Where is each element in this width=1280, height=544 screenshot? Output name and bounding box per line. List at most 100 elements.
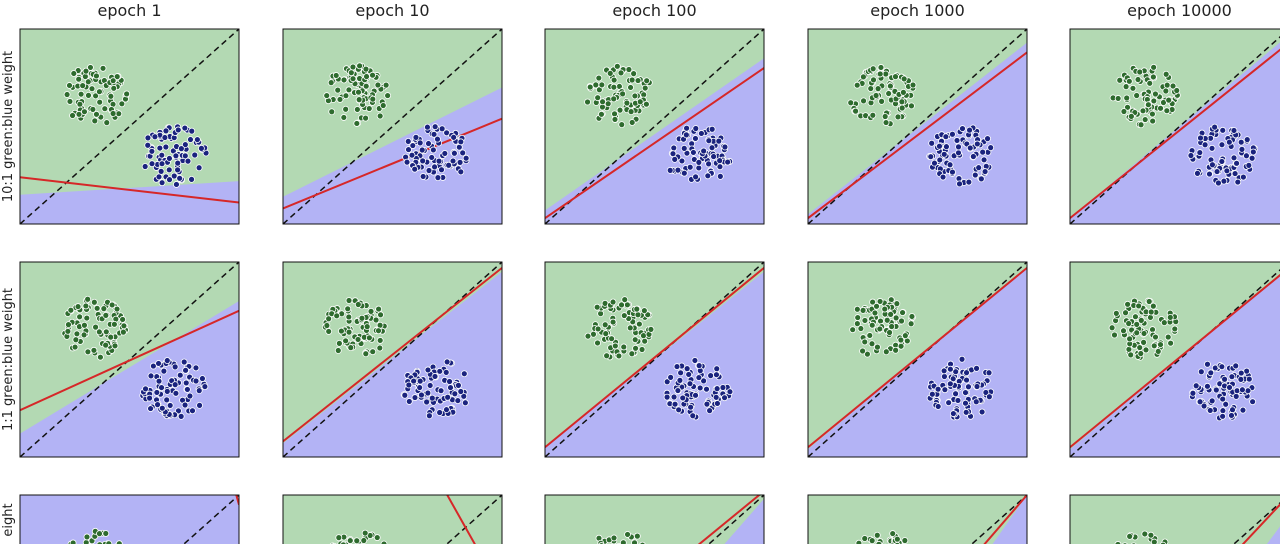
point	[405, 146, 412, 153]
point	[1228, 412, 1235, 419]
point	[375, 305, 383, 313]
column-title: epoch 1000	[870, 1, 965, 20]
point	[724, 158, 732, 166]
point	[96, 541, 104, 544]
point	[171, 381, 179, 389]
green-region	[283, 495, 502, 544]
point	[966, 126, 973, 134]
point	[196, 401, 203, 409]
point	[405, 381, 413, 389]
point	[428, 154, 436, 161]
point	[199, 375, 206, 382]
point	[1204, 382, 1211, 390]
point	[613, 62, 621, 70]
point	[90, 346, 98, 354]
point	[618, 301, 625, 309]
point	[859, 347, 866, 355]
point	[404, 138, 412, 145]
point	[1149, 110, 1156, 118]
point	[716, 172, 724, 180]
point	[956, 180, 963, 188]
point	[698, 130, 705, 137]
point	[1189, 389, 1197, 397]
point	[409, 142, 417, 149]
point	[438, 125, 446, 133]
point	[384, 92, 392, 99]
blue-region	[20, 301, 239, 457]
row-label: eight	[1, 503, 16, 536]
point	[184, 157, 192, 165]
point	[1167, 339, 1175, 347]
point	[1133, 320, 1141, 328]
point	[187, 136, 194, 143]
point	[1133, 92, 1141, 99]
point	[620, 343, 628, 351]
point	[1228, 373, 1236, 381]
point	[981, 168, 989, 175]
point	[109, 110, 117, 117]
point	[142, 385, 149, 393]
point	[362, 114, 369, 122]
point	[412, 133, 420, 141]
point	[445, 161, 453, 169]
point	[882, 70, 890, 78]
point	[954, 397, 962, 404]
point	[692, 135, 699, 142]
decision-line	[808, 267, 1027, 449]
point	[695, 164, 703, 172]
panel-frame	[282, 261, 503, 458]
point	[881, 113, 889, 120]
point	[123, 90, 131, 98]
point	[633, 532, 641, 540]
point	[64, 327, 72, 335]
point	[1244, 387, 1252, 395]
point	[153, 389, 161, 396]
point	[192, 377, 200, 385]
point	[74, 303, 82, 310]
point	[592, 81, 600, 89]
point	[946, 365, 954, 373]
point	[628, 350, 636, 358]
point	[347, 344, 355, 352]
point	[955, 143, 962, 151]
point	[881, 305, 889, 313]
point	[674, 166, 682, 174]
point	[1218, 141, 1226, 149]
panel-frame	[19, 261, 240, 458]
point	[1215, 179, 1222, 187]
point	[423, 398, 431, 406]
point	[342, 105, 350, 113]
point	[1196, 149, 1204, 156]
point	[647, 326, 655, 333]
point	[868, 321, 876, 329]
point	[619, 539, 627, 544]
point	[963, 369, 970, 377]
point	[721, 143, 729, 151]
point	[1249, 148, 1257, 156]
point	[431, 373, 439, 380]
point	[449, 157, 457, 165]
panel-content	[20, 495, 239, 544]
point	[853, 305, 861, 313]
point	[1135, 302, 1143, 310]
point	[1197, 368, 1205, 376]
point	[610, 76, 618, 84]
point	[889, 530, 897, 537]
point	[1243, 152, 1250, 160]
point	[1162, 70, 1170, 78]
point	[346, 537, 354, 544]
point	[84, 78, 92, 86]
point	[162, 127, 170, 135]
panel	[19, 494, 240, 544]
point	[1229, 406, 1236, 414]
point	[1154, 348, 1162, 355]
point	[1249, 398, 1257, 406]
point	[908, 313, 916, 320]
point	[1120, 327, 1127, 335]
point	[418, 146, 426, 154]
point	[358, 314, 366, 322]
point	[1120, 108, 1128, 115]
point	[942, 133, 950, 141]
panel-frame	[544, 494, 765, 544]
